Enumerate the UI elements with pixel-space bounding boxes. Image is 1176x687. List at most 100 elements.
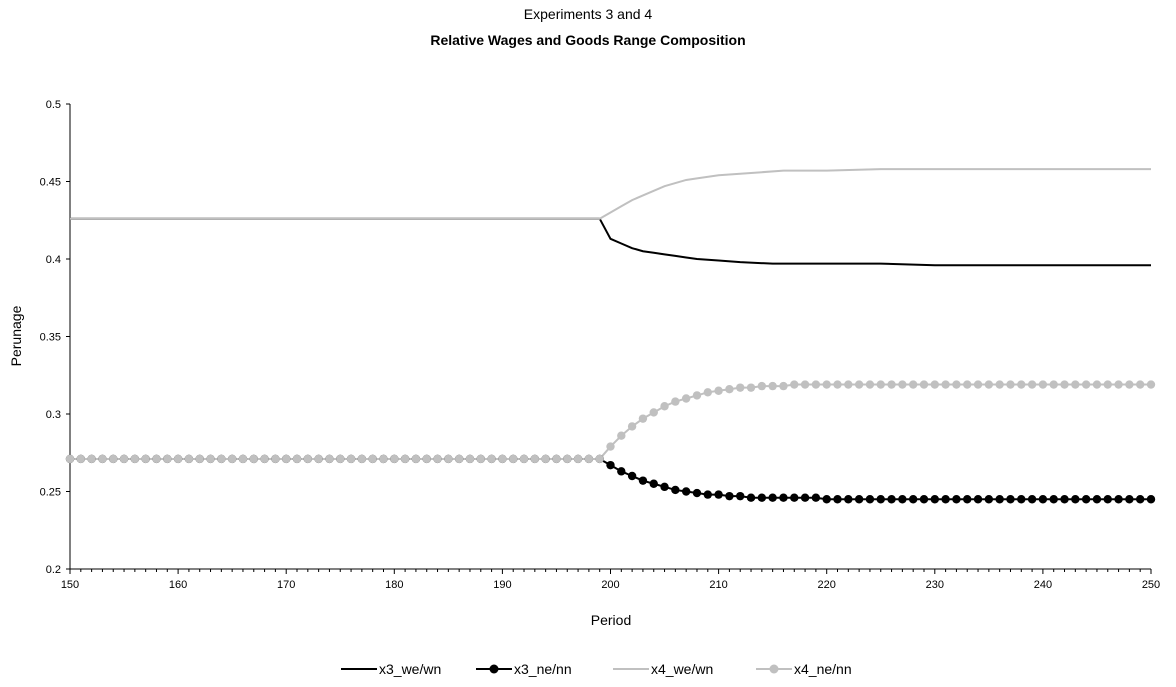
axes: 0.2 0.25 0.3 0.35 0.4 0.45 0.5 150 160 170 180 190 2… [40,99,1161,591]
data-point [660,482,669,492]
data-point [941,380,950,389]
data-point [411,454,421,464]
data-point [400,454,410,464]
data-point [844,495,853,504]
data-point [1103,495,1112,504]
data-point [854,380,864,389]
data-point [563,454,572,464]
data-point [984,495,994,504]
data-point [87,454,96,464]
data-point [573,454,583,464]
data-point [1027,495,1037,504]
data-point [952,495,961,504]
data-point [1017,495,1026,504]
data-point [714,490,723,499]
x-axis-label: Period [591,612,631,628]
data-point [833,380,842,389]
data-point [941,495,950,504]
legend-marker-3 [769,664,779,674]
data-point [1135,380,1145,389]
data-point [703,388,712,397]
data-point [681,394,691,403]
data-point [876,495,885,504]
data-point [1060,495,1069,504]
data-point [822,495,831,504]
data-point [876,380,885,389]
data-point [973,495,983,504]
data-point [930,380,939,389]
data-point [995,495,1004,504]
data-point [173,454,183,464]
data-point [1114,495,1123,504]
data-point [1006,495,1015,504]
data-point [833,495,842,504]
data-point [336,454,345,464]
data-point [282,454,291,464]
data-point [898,495,907,504]
data-point [1081,495,1091,504]
data-point [379,454,388,464]
data-point [800,493,810,502]
data-point [1049,495,1058,504]
data-point [757,381,767,391]
data-point [844,380,853,389]
data-point [973,380,983,389]
data-point [314,454,323,464]
data-point [681,487,691,496]
legend: x3_we/wn x3_ne/nn x4_we/wn x4_ne/nn [341,661,852,677]
data-point [768,381,777,391]
data-point [1092,380,1102,389]
data-point [746,493,756,502]
y-tick-label: 0.45 [40,177,61,189]
data-point [800,380,810,389]
x-tick-label: 190 [493,579,511,591]
data-point [433,454,442,464]
y-tick-label: 0.25 [40,487,61,499]
data-point [152,454,161,464]
data-point [509,454,518,464]
data-point [908,495,918,504]
data-point [1146,495,1156,504]
data-point [368,454,377,464]
data-point [617,431,626,440]
data-point [109,454,118,464]
data-point [1017,380,1026,389]
data-point [822,380,831,389]
x-tick-label: 210 [709,579,727,591]
data-point [963,380,972,389]
data-point [487,454,496,464]
x-tick-label: 220 [818,579,836,591]
data-point [887,380,896,389]
data-point [908,380,918,389]
data-point [541,454,550,464]
data-point [790,380,799,389]
data-point [887,495,896,504]
data-point [1125,495,1134,504]
data-point [552,454,561,464]
data-point [865,495,875,504]
data-point [584,454,594,464]
data-point [865,380,875,389]
data-point [606,460,615,470]
data-point [1114,380,1123,389]
series-line-2 [70,168,1151,220]
data-point [1092,495,1102,504]
data-point [692,488,702,498]
legend-label-1: x3_ne/nn [514,661,572,677]
series-line-0 [70,217,1151,267]
data-point [422,454,431,464]
data-point [995,380,1004,389]
data-point [1038,495,1048,504]
chart-title: Experiments 3 and 4 [524,6,653,22]
data-point [530,454,540,464]
data-point [65,454,75,464]
data-point [757,493,767,502]
x-tick-label: 240 [1034,579,1052,591]
data-point [606,442,615,451]
data-point [779,493,788,502]
data-point [195,454,204,464]
data-point [703,490,712,499]
y-tick-label: 0.4 [46,254,61,266]
data-point [76,454,86,464]
data-point [898,380,907,389]
